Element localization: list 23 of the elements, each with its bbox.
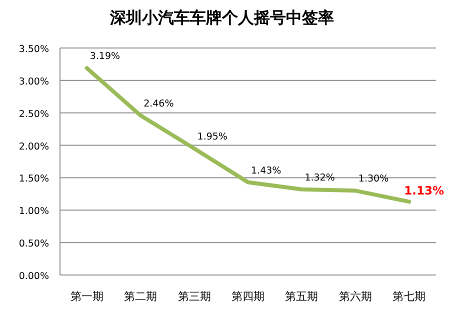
x-tick-label: 第二期 [124, 290, 158, 303]
x-tick-label: 第四期 [232, 290, 264, 303]
y-tick-label: 2.50% [18, 108, 49, 120]
x-tick-label: 第五期 [285, 290, 318, 303]
y-tick-label: 3.00% [18, 76, 49, 88]
x-tick-label: 第七期 [392, 290, 426, 303]
chart-title: 深圳小汽车车牌个人摇号中签率 [109, 8, 334, 27]
y-tick-label: 1.00% [18, 206, 49, 218]
data-label: 1.32% [304, 172, 335, 184]
data-label: 1.13% [404, 184, 445, 198]
data-label: 1.95% [197, 132, 228, 143]
data-label: 2.46% [144, 98, 174, 110]
x-tick-label: 第一期 [70, 290, 104, 303]
y-tick-label: 2.00% [18, 141, 49, 152]
data-label: 1.30% [358, 174, 389, 185]
y-tick-label: 1.50% [18, 174, 49, 185]
y-tick-label: 0.00% [18, 271, 49, 282]
data-label: 3.19% [90, 51, 120, 62]
x-tick-label: 第三期 [178, 290, 211, 303]
y-tick-label: 3.50% [18, 44, 49, 55]
data-label: 1.43% [251, 165, 282, 176]
y-tick-label: 0.50% [18, 238, 49, 250]
x-tick-label: 第六期 [338, 290, 372, 303]
